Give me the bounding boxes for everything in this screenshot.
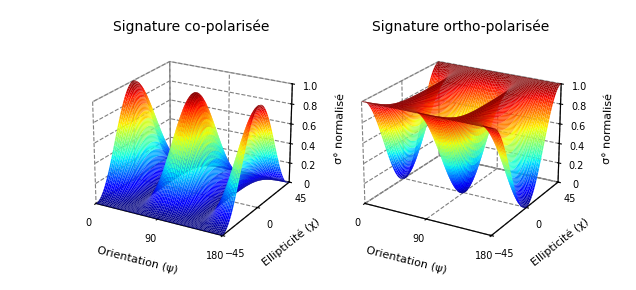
Title: Signature ortho-polarisée: Signature ortho-polarisée — [372, 19, 549, 34]
X-axis label: Orientation (ψ): Orientation (ψ) — [95, 246, 178, 276]
Y-axis label: Ellipticité (χ): Ellipticité (χ) — [261, 216, 322, 268]
X-axis label: Orientation (ψ): Orientation (ψ) — [364, 246, 447, 276]
Title: Signature co-polarisée: Signature co-polarisée — [113, 19, 270, 34]
Y-axis label: Ellipticité (χ): Ellipticité (χ) — [529, 216, 590, 268]
